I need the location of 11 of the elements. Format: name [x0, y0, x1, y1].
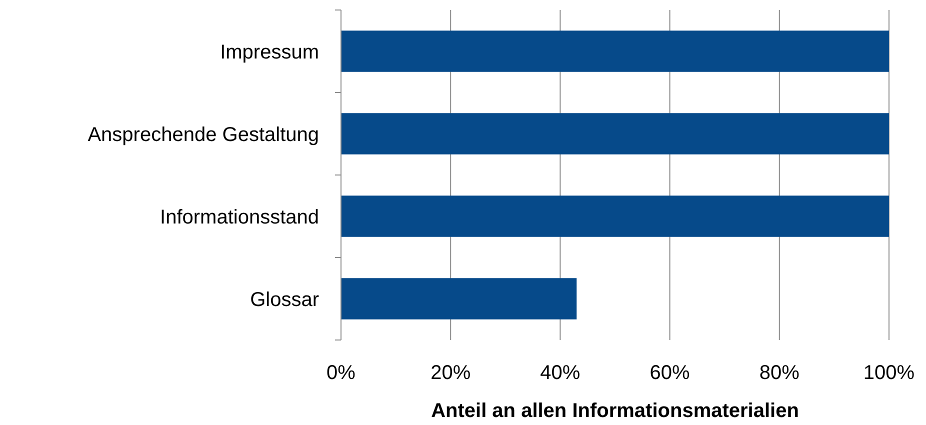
x-tick-label: 80%	[759, 362, 800, 384]
x-tick-label: 40%	[540, 362, 580, 384]
x-tick-label: 20%	[430, 362, 471, 384]
x-tick-label: 100%	[863, 362, 915, 384]
x-tick-label: 0%	[326, 362, 356, 384]
y-tick-label: Impressum	[220, 41, 319, 64]
y-tick-label: Glossar	[250, 288, 320, 311]
x-tick-label: 60%	[650, 362, 690, 384]
x-axis-title: Anteil an allen Informationsmaterialien	[431, 400, 799, 422]
y-tick-label: Ansprechende Gestaltung	[88, 124, 319, 146]
y-tick-label: Informationsstand	[160, 206, 319, 228]
